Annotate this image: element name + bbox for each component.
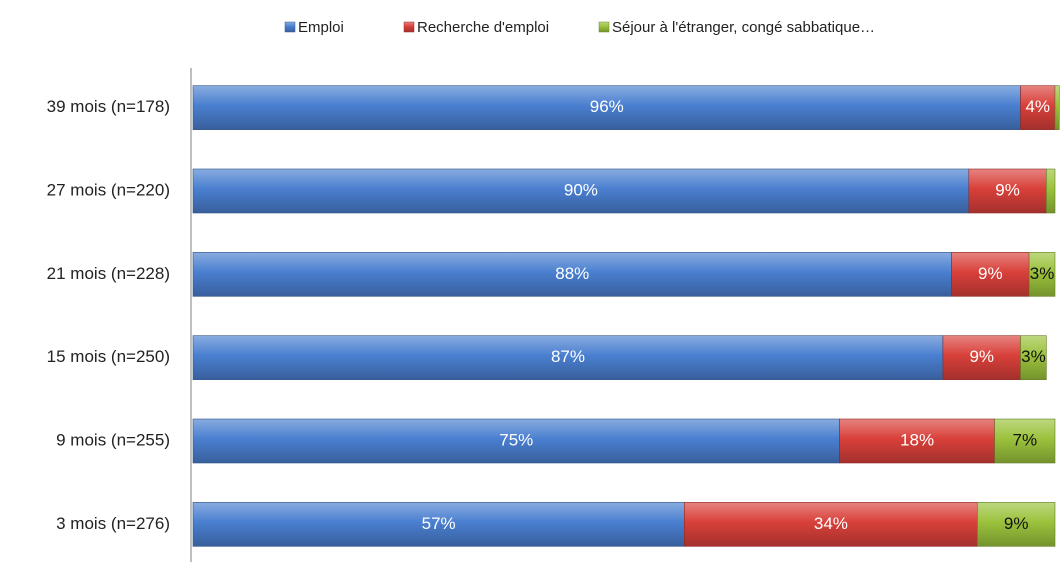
data-label: 3% <box>1030 264 1055 283</box>
data-label: 75% <box>499 430 533 449</box>
data-label: 87% <box>551 347 585 366</box>
y-tick-label: 15 mois (n=250) <box>47 347 170 366</box>
bar-segment <box>839 418 995 464</box>
y-tick-label: 21 mois (n=228) <box>47 264 170 283</box>
bar-segment <box>994 418 1056 464</box>
bar-segment <box>1020 335 1047 380</box>
bar-segment <box>192 335 944 380</box>
y-tick-label: 27 mois (n=220) <box>47 180 170 199</box>
data-label: 9% <box>969 347 994 366</box>
bar-segment <box>1020 85 1056 130</box>
bar-segment <box>951 252 1030 297</box>
legend-label: Recherche d'emploi <box>417 19 549 36</box>
bar-segment <box>192 502 685 547</box>
legend-label: Emploi <box>298 19 344 36</box>
bar-segment <box>684 502 978 547</box>
data-label: 7% <box>1013 430 1038 449</box>
y-tick-label: 3 mois (n=276) <box>56 514 170 533</box>
legend-label: Séjour à l'étranger, congé sabbatique… <box>612 19 875 36</box>
data-label: 34% <box>814 514 848 533</box>
data-label: 18% <box>900 430 934 449</box>
bar-segment <box>192 85 1021 130</box>
data-label: 9% <box>995 180 1020 199</box>
bar-segment <box>977 502 1056 547</box>
y-tick-label: 39 mois (n=178) <box>47 97 170 116</box>
data-label: 9% <box>978 264 1003 283</box>
data-label: 9% <box>1004 514 1029 533</box>
legend-swatch <box>403 21 415 33</box>
data-label: 4% <box>1025 97 1050 116</box>
data-label: 3% <box>1021 347 1046 366</box>
bar-segment <box>942 335 1021 380</box>
data-label: 96% <box>590 97 624 116</box>
bar-segment <box>1054 85 1060 130</box>
bar-segment <box>192 418 840 464</box>
bar-segment <box>192 168 970 214</box>
data-label: 88% <box>555 264 589 283</box>
bar-segment <box>1046 168 1056 214</box>
legend-swatch <box>598 21 610 33</box>
data-label: 57% <box>422 514 456 533</box>
y-tick-label: 9 mois (n=255) <box>56 430 170 449</box>
data-label: 90% <box>564 180 598 199</box>
bar-segment <box>1028 252 1056 297</box>
legend-swatch <box>284 21 296 33</box>
